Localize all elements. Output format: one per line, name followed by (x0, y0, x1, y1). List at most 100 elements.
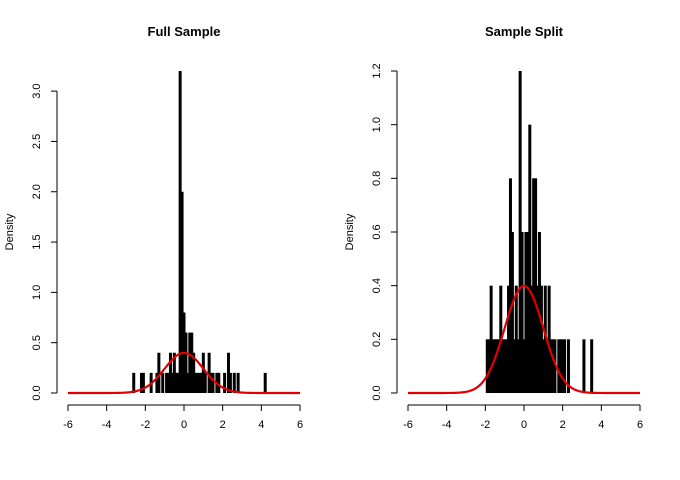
histogram-bar (547, 285, 551, 393)
histogram-bar (232, 372, 236, 393)
histogram-bar (530, 285, 534, 393)
histogram-bar (194, 372, 198, 393)
histogram-bar (551, 339, 555, 393)
histogram-bar (178, 71, 182, 393)
histogram-bar (545, 339, 549, 393)
y-tick-label: 1.5 (31, 234, 43, 249)
histogram-bar (223, 372, 227, 393)
histogram-bar (201, 352, 205, 393)
histogram-bar (176, 372, 180, 393)
histogram-bar (541, 339, 545, 393)
histogram-bar (543, 285, 547, 393)
chart-title: Sample Split (485, 24, 564, 39)
histogram-bar (186, 372, 190, 393)
histogram-bar (563, 339, 567, 393)
x-tick-label: -4 (442, 419, 452, 431)
histogram-bar (157, 352, 161, 393)
histogram-bar (510, 232, 514, 393)
histogram-bar (217, 372, 221, 393)
histogram-bar (549, 339, 553, 393)
x-tick-label: 6 (637, 419, 643, 431)
histogram-bar (526, 232, 530, 393)
x-tick-label: 2 (220, 419, 226, 431)
histogram-bar (503, 339, 507, 393)
histogram-bar (522, 339, 526, 393)
histogram-bar (501, 339, 505, 393)
histogram-bar (139, 372, 143, 393)
y-tick-label: 3.0 (31, 83, 43, 98)
normal-density-curve (68, 351, 300, 395)
histogram-bar (493, 339, 497, 393)
histogram-bar (165, 372, 169, 393)
histogram-bar (528, 124, 532, 394)
chart-title: Full Sample (148, 24, 221, 39)
histogram-bar (520, 232, 524, 393)
y-tick-label: 0.8 (371, 171, 383, 186)
histogram-bar (561, 339, 565, 393)
histogram-bar (168, 352, 172, 393)
x-tick-label: 6 (297, 419, 303, 431)
histogram-bar (532, 178, 536, 393)
y-axis-label: Density (344, 213, 356, 250)
histogram-bar (590, 339, 594, 393)
histogram-bar (516, 339, 520, 393)
histogram-bar (539, 285, 543, 393)
histogram-bar (207, 352, 211, 393)
histogram-bar (514, 285, 518, 393)
histogram-bar (161, 372, 165, 393)
y-tick-label: 0.4 (371, 278, 383, 293)
histogram-bar (512, 339, 516, 393)
histogram-bar (199, 372, 203, 393)
y-tick-label: 0.6 (371, 224, 383, 239)
histogram-bar (507, 285, 511, 393)
histogram-bar (170, 372, 174, 393)
x-tick-label: 4 (598, 419, 604, 431)
histogram-bar (582, 339, 586, 393)
y-tick-label: 0.2 (371, 332, 383, 347)
histogram-bar (188, 332, 192, 393)
histogram-bar (172, 352, 176, 393)
histogram-bar (489, 285, 493, 393)
histogram-bar (491, 339, 495, 393)
histogram-bar (192, 352, 196, 393)
y-tick-label: 0.0 (31, 385, 43, 400)
histogram-bar (155, 372, 159, 393)
histogram-bar (557, 339, 561, 393)
x-tick-label: 4 (258, 419, 264, 431)
histogram-bar (505, 339, 509, 393)
x-tick-label: 0 (181, 419, 187, 431)
histogram-bar (553, 339, 557, 393)
panel-full-sample: Full Sample Density 0.0 0.5 1.0 1.5 2.0 2.5 3.0 -… (4, 24, 303, 431)
normal-density-curve (408, 284, 640, 395)
x-tick-label: -2 (140, 419, 150, 431)
histogram-bar (141, 372, 145, 393)
histogram-bar (190, 332, 194, 393)
x-tick-label: -2 (480, 419, 490, 431)
histogram-bar (559, 339, 563, 393)
histogram-bar (495, 339, 499, 393)
histogram-bar (263, 372, 267, 393)
histogram-bar (524, 232, 528, 393)
histogram-bar (197, 372, 201, 393)
x-tick-label: -4 (102, 419, 112, 431)
x-tick-label: 2 (560, 419, 566, 431)
histogram-bar (566, 339, 570, 393)
y-tick-label: 1.2 (371, 63, 383, 78)
x-tick-label: 0 (521, 419, 527, 431)
histogram-bar (167, 372, 171, 393)
histogram-bar (226, 352, 230, 393)
histogram-bar (196, 372, 200, 393)
y-tick-label: 0.0 (371, 385, 383, 400)
histogram-bar (180, 191, 184, 393)
histogram-bar (174, 372, 178, 393)
y-tick-label: 1.0 (371, 117, 383, 132)
y-tick-label: 1.0 (31, 285, 43, 300)
y-tick-label: 0.5 (31, 335, 43, 350)
y-tick-label: 2.5 (31, 134, 43, 149)
panel-sample-split: Sample Split Density 0.0 0.2 0.4 0.6 0.8 1.0 1.2… (344, 24, 643, 431)
x-tick-label: -6 (63, 419, 73, 431)
x-tick-label: -6 (403, 419, 413, 431)
histogram-bar (508, 178, 512, 393)
histogram-bar (209, 372, 213, 393)
